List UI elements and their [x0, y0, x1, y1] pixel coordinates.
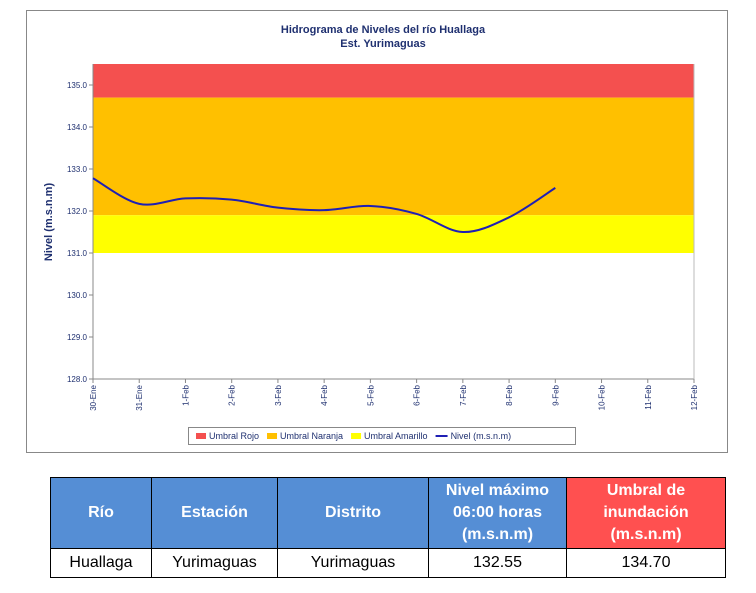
y-tick-label: 135.0 — [67, 81, 88, 90]
header-cell: Estación — [151, 477, 278, 549]
header-cell: Distrito — [277, 477, 429, 549]
legend-label: Umbral Rojo — [209, 431, 259, 441]
header-cell: Umbral de inundación (m.s.n.m) — [566, 477, 726, 549]
x-tick-label: 11-Feb — [644, 384, 653, 409]
threshold-band — [93, 215, 694, 253]
x-tick-label: 2-Feb — [228, 384, 237, 405]
y-tick-label: 128.0 — [67, 375, 88, 384]
x-tick-label: 8-Feb — [505, 384, 514, 405]
y-tick-label: 134.0 — [67, 123, 88, 132]
x-tick-label: 10-Feb — [598, 384, 607, 410]
threshold-band — [93, 97, 694, 216]
chart-subtitle: Est. Yurimaguas — [340, 38, 425, 50]
x-tick-label: 3-Feb — [274, 384, 283, 405]
y-tick-label: 133.0 — [67, 165, 88, 174]
legend-label: Nivel (m.s.n.m) — [451, 431, 512, 441]
chart-title: Hidrograma de Niveles del río Huallaga — [281, 24, 486, 36]
x-tick-label: 30-Ene — [89, 384, 98, 410]
y-axis-label: Nivel (m.s.n.m) — [43, 183, 55, 262]
y-tick-label: 132.0 — [67, 207, 88, 216]
header-cell: Nivel máximo 06:00 horas (m.s.n.m) — [428, 477, 567, 549]
cell: Yurimaguas — [277, 548, 429, 578]
x-tick-label: 4-Feb — [320, 384, 329, 405]
legend-label: Umbral Amarillo — [364, 431, 428, 441]
x-tick-label: 5-Feb — [366, 384, 375, 405]
y-tick-label: 131.0 — [67, 249, 88, 258]
cell: 134.70 — [566, 548, 726, 578]
summary-table: Río Estación Distrito Nivel máximo 06:00… — [50, 477, 726, 578]
legend-swatch — [196, 433, 206, 439]
x-tick-label: 1-Feb — [181, 384, 190, 405]
x-tick-label: 31-Ene — [135, 384, 144, 410]
legend-label: Umbral Naranja — [280, 431, 343, 441]
x-tick-label: 12-Feb — [690, 384, 699, 410]
chart: Hidrograma de Niveles del río Huallaga E… — [26, 10, 728, 453]
header-cell: Río — [50, 477, 152, 549]
threshold-band — [93, 64, 694, 98]
cell: 132.55 — [428, 548, 567, 578]
series-line — [92, 177, 556, 234]
x-tick-label: 6-Feb — [413, 384, 422, 405]
y-tick-label: 130.0 — [67, 291, 88, 300]
cell: Yurimaguas — [151, 548, 278, 578]
data-row: Huallaga Yurimaguas Yurimaguas 132.55 13… — [50, 548, 726, 578]
legend-swatch — [351, 433, 362, 439]
cell: Huallaga — [50, 548, 152, 578]
x-tick-label: 7-Feb — [459, 384, 468, 405]
x-tick-label: 9-Feb — [551, 384, 560, 405]
y-tick-label: 129.0 — [67, 333, 88, 342]
legend-swatch — [267, 433, 278, 439]
legend-box — [188, 427, 576, 445]
header-row: Río Estación Distrito Nivel máximo 06:00… — [50, 477, 726, 549]
